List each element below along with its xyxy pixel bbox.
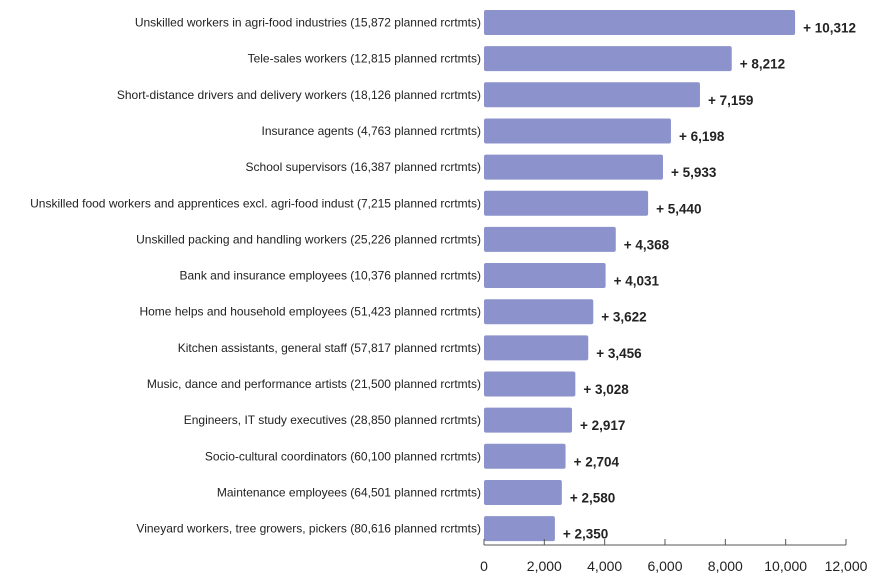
data-label: + 3,456	[596, 346, 642, 361]
category-label: Socio-cultural coordinators (60,100 plan…	[205, 449, 481, 463]
x-tick-label: 2,000	[527, 558, 562, 574]
category-label: Home helps and household employees (51,4…	[139, 305, 481, 319]
category-label: Insurance agents (4,763 planned rcrtmts)	[262, 124, 481, 138]
bars: Unskilled workers in agri-food industrie…	[30, 10, 856, 542]
data-label: + 3,622	[601, 310, 646, 325]
bar	[484, 46, 732, 72]
data-label: + 5,933	[671, 165, 717, 180]
x-tick-label: 10,000	[764, 558, 807, 574]
bar	[484, 118, 671, 144]
data-label: + 8,212	[740, 57, 785, 72]
data-label: + 2,917	[580, 418, 625, 433]
bar	[484, 190, 649, 216]
bar	[484, 10, 796, 35]
data-label: + 2,580	[570, 490, 615, 505]
data-label: + 2,704	[574, 454, 620, 469]
bar	[484, 516, 555, 542]
category-label: Unskilled packing and handling workers (…	[136, 232, 481, 246]
category-label: Vineyard workers, tree growers, pickers …	[136, 522, 481, 536]
category-label: Bank and insurance employees (10,376 pla…	[180, 269, 482, 283]
x-tick-label: 0	[480, 558, 488, 574]
x-tick-label: 12,000	[825, 558, 868, 574]
bar	[484, 154, 663, 180]
bar	[484, 263, 606, 289]
data-label: + 7,159	[708, 93, 753, 108]
data-label: + 4,368	[624, 237, 670, 252]
data-label: + 10,312	[803, 21, 856, 36]
x-tick-label: 8,000	[708, 558, 743, 574]
x-tick-label: 4,000	[587, 558, 622, 574]
bar	[484, 479, 562, 505]
data-label: + 2,350	[563, 527, 608, 542]
category-label: Music, dance and performance artists (21…	[147, 377, 481, 391]
category-label: Tele-sales workers (12,815 planned rcrtm…	[248, 52, 481, 66]
category-label: Unskilled food workers and apprentices e…	[30, 196, 481, 210]
bar	[484, 407, 572, 433]
bar	[484, 82, 700, 108]
category-label: Short-distance drivers and delivery work…	[117, 88, 481, 102]
category-label: Engineers, IT study executives (28,850 p…	[184, 413, 481, 427]
category-label: Maintenance employees (64,501 planned rc…	[217, 485, 481, 499]
data-label: + 3,028	[583, 382, 629, 397]
data-label: + 5,440	[656, 201, 701, 216]
category-label: Unskilled workers in agri-food industrie…	[135, 16, 481, 30]
bar	[484, 443, 566, 469]
x-axis: 0 2,000 4,000 6,000 8,000 10,000 12,000	[480, 539, 868, 574]
bar	[484, 371, 576, 397]
bar	[484, 226, 616, 252]
bar	[484, 299, 594, 325]
data-label: + 4,031	[614, 274, 660, 289]
category-label: School supervisors (16,387 planned rcrtm…	[246, 160, 481, 174]
bar	[484, 335, 589, 361]
data-label: + 6,198	[679, 129, 725, 144]
x-tick-label: 6,000	[647, 558, 682, 574]
category-label: Kitchen assistants, general staff (57,81…	[178, 341, 481, 355]
